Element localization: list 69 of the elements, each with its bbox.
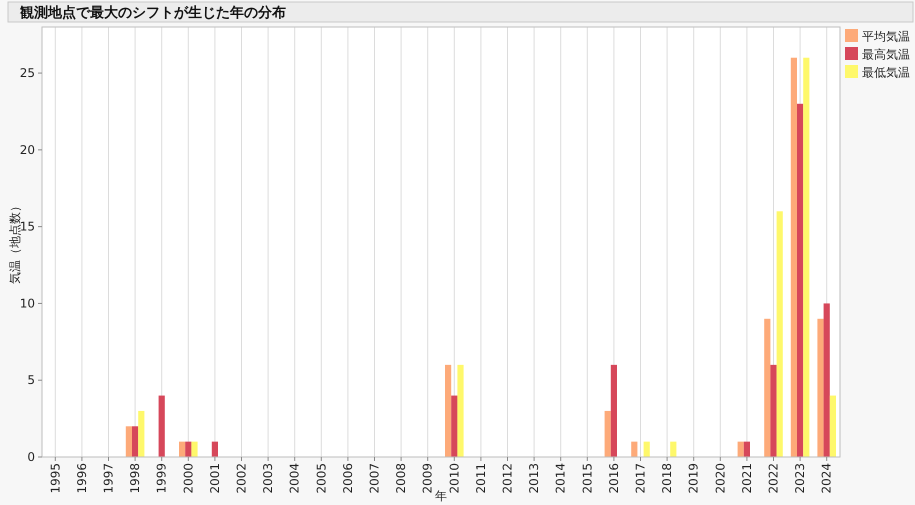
x-tick-label: 1999 bbox=[154, 463, 169, 494]
bar bbox=[738, 442, 744, 457]
x-tick-label: 2013 bbox=[527, 463, 542, 494]
x-tick-label: 2012 bbox=[500, 463, 514, 494]
y-tick-label: 20 bbox=[20, 142, 35, 157]
bar bbox=[445, 364, 452, 457]
x-tick-label: 2003 bbox=[261, 463, 276, 494]
bar bbox=[817, 318, 824, 457]
x-tick-label: 2001 bbox=[208, 463, 222, 494]
bar bbox=[764, 318, 770, 457]
bar bbox=[212, 442, 218, 457]
x-axis-title: 年 bbox=[435, 489, 447, 503]
bar bbox=[776, 211, 783, 457]
chart-title: 観測地点で最大のシフトが生じた年の分布 bbox=[19, 5, 286, 21]
x-tick-label: 2007 bbox=[368, 463, 382, 494]
x-tick-label: 2009 bbox=[420, 463, 435, 494]
x-tick-label: 2011 bbox=[474, 463, 488, 494]
x-tick-label: 2006 bbox=[340, 463, 355, 494]
x-tick-label: 2014 bbox=[554, 463, 568, 494]
x-tick-label: 2016 bbox=[606, 463, 621, 494]
x-tick-label: 1997 bbox=[102, 463, 116, 494]
y-tick-label: 25 bbox=[20, 66, 35, 80]
bar bbox=[126, 426, 132, 457]
x-tick-label: 2010 bbox=[447, 463, 462, 494]
bar bbox=[824, 303, 830, 457]
y-axis-title: 気温（地点数） bbox=[8, 200, 22, 284]
x-tick-label: 2004 bbox=[288, 463, 302, 494]
y-tick-label: 5 bbox=[27, 373, 35, 388]
x-tick-label: 1996 bbox=[74, 463, 89, 494]
legend-label: 最高気温 bbox=[862, 48, 910, 62]
x-tick-label: 2018 bbox=[660, 463, 674, 494]
bar bbox=[830, 396, 836, 457]
bar bbox=[670, 442, 676, 457]
bar bbox=[803, 58, 810, 457]
x-tick-label: 2024 bbox=[820, 463, 834, 494]
bar bbox=[644, 442, 650, 457]
y-tick-label: 0 bbox=[27, 450, 35, 464]
x-tick-label: 1998 bbox=[128, 463, 142, 494]
bar bbox=[457, 364, 464, 457]
y-tick-label: 10 bbox=[20, 296, 35, 310]
y-tick-label: 15 bbox=[20, 220, 35, 234]
x-tick-label: 2019 bbox=[686, 463, 701, 494]
bar bbox=[610, 364, 617, 457]
bar bbox=[744, 442, 750, 457]
bar bbox=[179, 442, 186, 457]
x-tick-label: 2015 bbox=[580, 463, 594, 494]
x-tick-label: 2022 bbox=[766, 463, 780, 494]
x-tick-label: 2000 bbox=[181, 463, 196, 494]
legend-label: 最低気温 bbox=[862, 66, 910, 80]
bar bbox=[631, 442, 638, 457]
bar bbox=[790, 58, 797, 457]
x-tick-label: 2002 bbox=[234, 463, 248, 494]
x-tick-label: 1995 bbox=[48, 463, 62, 494]
bar bbox=[158, 396, 165, 457]
x-tick-label: 2023 bbox=[793, 463, 808, 494]
bar bbox=[770, 364, 777, 457]
bar bbox=[191, 442, 198, 457]
x-tick-label: 2005 bbox=[314, 463, 328, 494]
bar bbox=[797, 104, 804, 457]
x-tick-label: 2021 bbox=[740, 463, 754, 494]
bar bbox=[138, 410, 144, 457]
x-tick-label: 2020 bbox=[713, 463, 728, 494]
x-tick-label: 2017 bbox=[634, 463, 648, 494]
bar bbox=[132, 426, 138, 457]
legend-label: 平均気温 bbox=[862, 30, 910, 44]
bar bbox=[604, 410, 611, 457]
bar bbox=[451, 396, 458, 457]
x-tick-label: 2008 bbox=[394, 463, 408, 494]
bar bbox=[185, 442, 192, 457]
